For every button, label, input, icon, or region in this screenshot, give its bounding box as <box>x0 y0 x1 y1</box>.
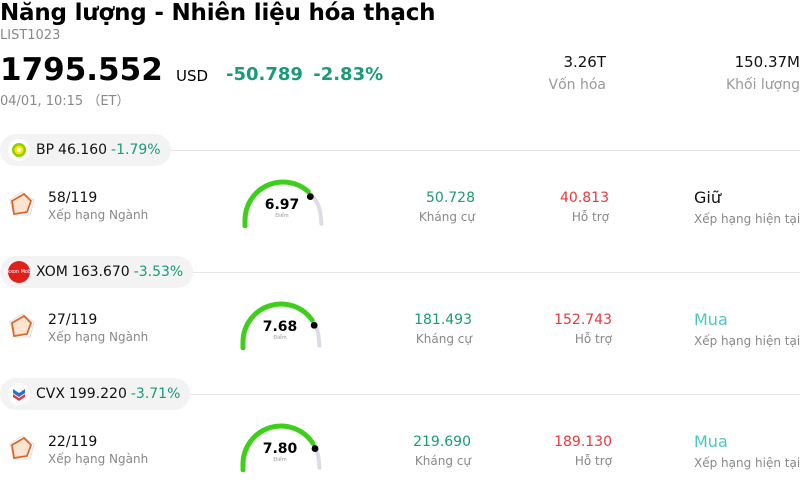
gauge-marker <box>311 445 319 452</box>
industry-rank-label: Xếp hạng Ngành <box>48 208 149 222</box>
support-label: Hỗ trợ <box>571 210 609 224</box>
current-rating-label: Xếp hạng hiện tại <box>694 212 800 226</box>
stock-change-percent: -1.79% <box>111 142 161 158</box>
stock-pill[interactable]: BP 46.160 -1.79% <box>0 134 171 166</box>
chevron-icon <box>8 383 30 405</box>
stock-change-percent: -3.53% <box>133 264 184 280</box>
score-label: Điểm <box>273 334 286 341</box>
industry-rank: 22/119 <box>48 434 98 450</box>
stock-section: CVX 199.220 -3.71% 22/119 Xếp hạng Ngành… <box>0 378 800 500</box>
score-gauge: 7.68 Điểm <box>240 301 322 350</box>
stock-ticker: BP <box>36 142 55 158</box>
list-code: LIST1023 <box>0 28 61 43</box>
score-label: Điểm <box>275 212 288 219</box>
market-cap-label: Vốn hóa <box>548 77 606 93</box>
section-divider <box>160 150 800 151</box>
stock-price: 46.160 <box>58 142 108 158</box>
resistance-label: Kháng cự <box>415 332 472 346</box>
current-rating: Mua <box>694 432 728 451</box>
support-value: 189.130 <box>554 434 612 450</box>
stock-ticker: CVX <box>36 386 65 402</box>
resistance-label: Kháng cự <box>418 210 475 224</box>
support-value: 152.743 <box>554 312 612 328</box>
support-label: Hỗ trợ <box>574 454 612 468</box>
support-value: 40.813 <box>560 190 609 206</box>
market-cap-value: 3.26T <box>563 53 606 71</box>
resistance-value: 181.493 <box>414 312 472 328</box>
score-label: Điểm <box>273 456 286 463</box>
support-label: Hỗ trợ <box>574 332 612 346</box>
industry-rank-label: Xếp hạng Ngành <box>48 330 149 344</box>
score-gauge: 6.97 Điểm <box>242 179 324 228</box>
resistance-value: 219.690 <box>413 434 471 450</box>
resistance-label: Kháng cự <box>414 454 471 468</box>
change-value: -50.789 <box>226 64 303 85</box>
stock-ticker: XOM <box>36 264 68 280</box>
radar-chart-icon <box>9 435 35 460</box>
industry-rank: 58/119 <box>48 190 98 206</box>
gauge-marker <box>306 193 314 201</box>
stock-section: Exxon Mobil XOM 163.670 -3.53% 27/119 Xế… <box>0 256 800 378</box>
timestamp: 04/01, 10:15 （ET） <box>0 94 130 109</box>
price-change: -50.789 -2.83% <box>226 64 383 85</box>
volume-value: 150.37M <box>734 53 800 71</box>
section-divider <box>160 272 800 273</box>
stock-price: 163.670 <box>71 264 130 280</box>
industry-rank-label: Xếp hạng Ngành <box>48 452 149 466</box>
stock-price: 199.220 <box>68 386 127 402</box>
current-rating-label: Xếp hạng hiện tại <box>694 334 800 348</box>
page-title: Năng lượng - Nhiên liệu hóa thạch <box>0 0 436 26</box>
radar-chart-icon <box>9 191 35 216</box>
section-divider <box>160 394 800 395</box>
industry-rank: 27/119 <box>48 312 98 328</box>
stock-pill[interactable]: Exxon Mobil XOM 163.670 -3.53% <box>0 256 194 288</box>
current-rating: Giữ <box>694 188 721 207</box>
score-gauge: 7.80 Điểm <box>240 423 322 472</box>
index-price: 1795.552 <box>0 52 163 88</box>
resistance-value: 50.728 <box>426 190 475 206</box>
stock-section: BP 46.160 -1.79% 58/119 Xếp hạng Ngành 6… <box>0 134 800 256</box>
gauge-marker <box>310 321 318 329</box>
stock-pill[interactable]: CVX 199.220 -3.71% <box>0 378 191 410</box>
volume-label: Khối lượng <box>725 77 800 93</box>
exxonmobil-icon: Exxon Mobil <box>4 261 34 283</box>
stock-change-percent: -3.71% <box>130 386 181 402</box>
score-value: 6.97 <box>265 197 300 213</box>
current-rating-label: Xếp hạng hiện tại <box>694 456 800 470</box>
change-percent: -2.83% <box>313 64 384 85</box>
score-value: 7.68 <box>263 319 298 335</box>
currency-label: USD <box>176 67 209 85</box>
bp-helios-icon <box>8 139 30 161</box>
current-rating: Mua <box>694 310 728 329</box>
radar-chart-icon <box>9 313 35 338</box>
score-value: 7.80 <box>263 441 298 457</box>
